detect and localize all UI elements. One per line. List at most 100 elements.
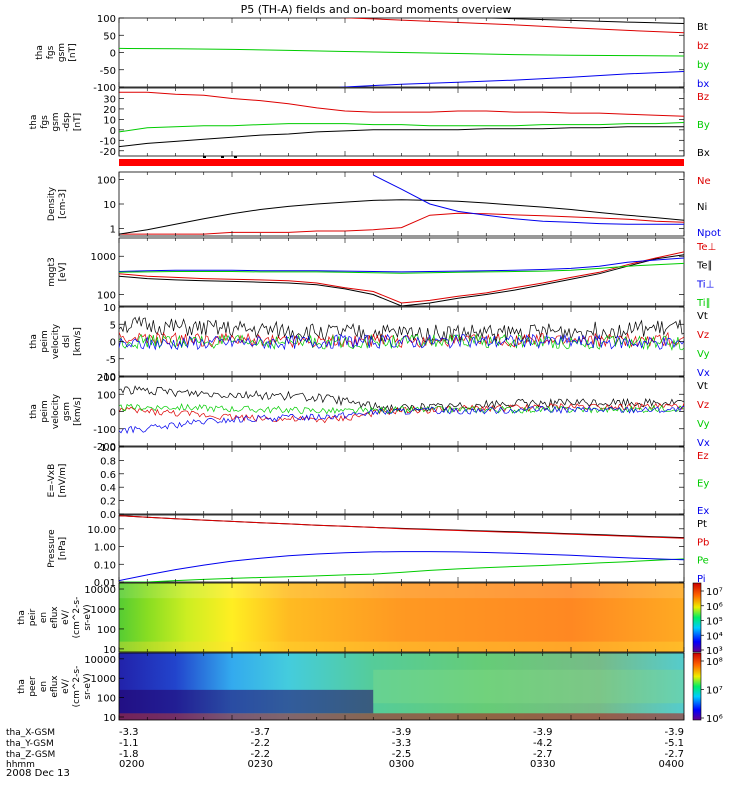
y-tick-label: -10 (100, 372, 116, 383)
legend-label: Ey (697, 479, 709, 490)
y-axis-label: [nPa] (58, 537, 68, 560)
y-tick-label: 100 (97, 290, 116, 301)
series-line-Bz (119, 91, 684, 117)
panel-frame (118, 306, 685, 377)
series-line-Ni (119, 199, 684, 235)
panel-frame (118, 171, 685, 237)
x-axis-value: -2.2 (250, 749, 270, 760)
panel-1: 100 50 0 -50 -100 Bt bz by bx tha fgs gsm [nT] (35, 14, 709, 94)
x-axis-value: -3.9 (533, 727, 553, 738)
panel-6: 200 100 0 -100 -200 Vt Vz Vy Vx tha peim velocity gs… (29, 373, 710, 453)
x-axis-value: 0230 (248, 759, 273, 770)
legend-label: Npot (697, 228, 721, 239)
flag-mark (221, 156, 224, 158)
series-line-Vx (119, 333, 684, 351)
flag-bar (119, 159, 684, 166)
legend-label: by (697, 60, 709, 71)
x-axis-value: -1.1 (119, 738, 139, 749)
legend-label: Bt (697, 22, 708, 33)
panel-10: 10⁸ 10⁷ 10⁶ 10000 1000 100 10 tha peer en eflux eV/… (17, 652, 723, 725)
x-axis-value: 0300 (389, 759, 414, 770)
x-axis-value: -5.1 (664, 738, 684, 749)
legend-label: Ez (697, 451, 709, 462)
y-tick-label: 10 (103, 303, 116, 314)
x-axis-value: -3.9 (392, 727, 412, 738)
spectrogram-band-high (119, 583, 684, 599)
panel-4: 1000 100 Te⊥ Te∥ Ti⊥ Ti∥ mqgt3 [eV] (47, 237, 716, 309)
series-line-Vy (119, 402, 684, 415)
legend-label: Pt (697, 519, 707, 530)
y-axis-label: E=-VxB (47, 464, 57, 498)
y-axis-label: mqgt3 (47, 257, 57, 286)
y-tick-label: 10000 (84, 655, 116, 666)
y-tick-label: 30 (103, 94, 116, 105)
y-tick-label: 100 (97, 390, 116, 401)
legend-label: bz (697, 41, 709, 52)
y-tick-label: 1.00 (94, 543, 116, 554)
y-axis-label: fgs (40, 115, 50, 129)
spectrogram-green-band (373, 669, 684, 704)
y-axis-label: gsm (51, 112, 61, 131)
series-line-By (119, 122, 684, 133)
y-axis-label: en (39, 681, 49, 692)
series-line-Ti⊥ (119, 257, 684, 273)
legend-label: Ni (697, 202, 707, 213)
legend-label: Pi (697, 574, 706, 585)
y-tick-label: -100 (93, 83, 116, 94)
y-axis-label: dsl (62, 335, 72, 348)
y-axis-label: peim (40, 400, 50, 423)
y-axis-label: peer (28, 676, 38, 697)
legend-label: Vt (697, 381, 708, 392)
y-axis-label: tha (29, 404, 39, 419)
y-tick-label: 0.8 (100, 456, 116, 467)
y-axis-label: tha (17, 679, 27, 694)
legend-label: Te∥ (696, 261, 713, 272)
y-axis-label: -dsp (62, 112, 72, 132)
y-tick-label: 1000 (91, 252, 116, 263)
flag-mark (234, 156, 237, 158)
y-tick-label: 100 (97, 625, 116, 636)
y-tick-label: 200 (97, 373, 116, 384)
y-tick-label: 0.2 (100, 497, 116, 508)
x-axis-row-label: tha_Z-GSM (6, 750, 55, 760)
series-line-Te∥ (119, 254, 684, 306)
legend-label: By (697, 120, 710, 131)
panel-7: 1.0 0.8 0.6 0.4 0.2 0.0 Ez Ey Ex E=-VxB [mV/m] (47, 443, 709, 521)
y-axis-label: [nT] (73, 113, 83, 131)
series-line-by (119, 47, 684, 57)
y-tick-label: 20 (103, 105, 116, 116)
y-tick-label: 10 (103, 115, 116, 126)
y-tick-label: 10 (103, 200, 116, 211)
y-tick-label: 100 (97, 694, 116, 705)
y-axis-label: [cm-3] (58, 189, 68, 219)
legend-label: Te⊥ (696, 242, 716, 253)
y-tick-label: 100 (97, 175, 116, 186)
date-label: 2008 Dec 13 (6, 768, 70, 779)
colorbar-label: 10⁷ (706, 587, 723, 598)
y-tick-label: 10.00 (87, 525, 116, 536)
y-axis-label: Pressure (47, 529, 57, 568)
series-line-Vz (119, 331, 684, 349)
spectrogram-band-low (119, 641, 684, 652)
panel-3: 100 10 1 Ne Ni Npot Density [cm-3] (47, 171, 721, 239)
legend-label: Ex (697, 506, 709, 517)
figure-title: P5 (TH-A) fields and on-board moments ov… (241, 3, 512, 16)
colorbar-label: 10⁸ (706, 657, 723, 668)
colorbar-label: 10⁷ (706, 686, 723, 697)
x-axis-value: -2.7 (664, 749, 684, 760)
panel-8: 10.00 1.00 0.10 0.01 Pt Pb Pe Pi Pressure [nPa] (47, 514, 709, 589)
x-axis-value: -2.2 (250, 738, 270, 749)
y-axis-label: gsm (57, 43, 67, 62)
series-line-Vz (119, 402, 684, 424)
x-axis-value: 0200 (119, 759, 144, 770)
series-line-Npot (373, 174, 684, 225)
legend-label: Pb (697, 537, 709, 548)
x-axis-row-label: tha_Y-GSM (6, 739, 54, 749)
y-tick-label: -20 (100, 147, 116, 158)
x-axis-value: -3.3 (119, 727, 139, 738)
y-tick-label: -100 (93, 425, 116, 436)
series-line-Pb (119, 515, 684, 539)
y-axis-label: [km/s] (73, 327, 83, 356)
series-line-Bx (119, 126, 684, 148)
y-tick-label: 0.0 (100, 510, 116, 521)
